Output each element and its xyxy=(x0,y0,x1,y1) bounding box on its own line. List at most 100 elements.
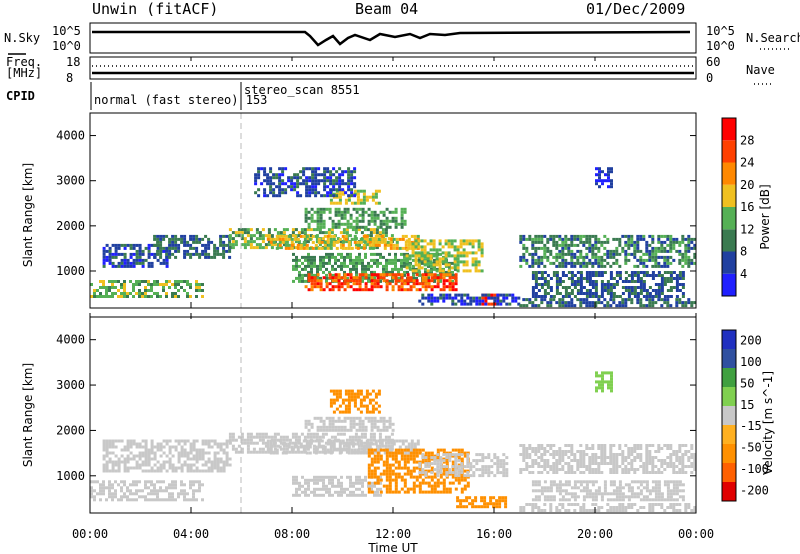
velocity-cell xyxy=(341,410,345,414)
velocity-cell xyxy=(126,445,130,449)
power-cell xyxy=(398,246,402,250)
power-cell xyxy=(582,258,586,262)
velocity-cell xyxy=(354,435,358,439)
velocity-cell xyxy=(231,435,235,439)
velocity-cell xyxy=(367,472,371,476)
velocity-cell xyxy=(564,444,568,447)
power-cell xyxy=(284,167,288,171)
velocity-cell xyxy=(466,453,470,457)
velocity-cell xyxy=(302,439,306,443)
velocity-cell xyxy=(430,487,434,491)
velocity-cell xyxy=(412,475,416,479)
power-cell xyxy=(310,288,314,292)
power-cell xyxy=(534,249,538,253)
power-cell xyxy=(311,182,315,186)
velocity-cell xyxy=(585,468,589,471)
power-cell xyxy=(316,213,320,217)
power-cell xyxy=(111,261,115,265)
power-cell xyxy=(195,237,199,241)
power-cell xyxy=(598,185,601,189)
power-cell xyxy=(642,234,646,238)
power-cell xyxy=(403,207,407,211)
power-cell xyxy=(633,274,637,277)
velocity-cell xyxy=(120,486,123,490)
velocity-cell xyxy=(609,468,613,471)
power-cell xyxy=(297,234,301,238)
velocity-cell xyxy=(382,484,386,488)
velocity-cell xyxy=(102,457,106,461)
power-cell xyxy=(597,249,601,253)
power-cell xyxy=(319,267,322,271)
velocity-cell xyxy=(331,481,334,485)
power-cell xyxy=(345,228,349,232)
power-cell xyxy=(366,240,370,244)
power-cell xyxy=(313,255,316,259)
power-cell xyxy=(183,243,187,247)
power-cell xyxy=(630,280,634,283)
velocity-cell xyxy=(358,425,362,429)
power-cell xyxy=(669,271,673,274)
power-cell xyxy=(561,252,565,256)
velocity-cell xyxy=(663,462,667,465)
power-cell xyxy=(403,264,406,268)
velocity-cell xyxy=(439,468,443,472)
power-cell xyxy=(403,270,406,274)
velocity-cell xyxy=(144,442,148,446)
velocity-cell xyxy=(433,462,437,466)
velocity-cell xyxy=(150,498,153,502)
power-cell xyxy=(606,252,610,256)
velocity-cell xyxy=(129,439,133,443)
power-cell xyxy=(627,295,631,298)
velocity-cell xyxy=(588,462,592,465)
power-cell xyxy=(198,283,201,286)
power-cell xyxy=(189,237,193,241)
velocity-cell xyxy=(168,463,172,467)
velocity-cell xyxy=(609,450,613,453)
power-cell xyxy=(317,240,321,244)
power-cell xyxy=(429,257,433,261)
velocity-cell xyxy=(117,460,121,464)
power-cell xyxy=(353,182,357,186)
velocity-cell xyxy=(543,486,547,490)
power-cell xyxy=(424,296,428,300)
power-cell xyxy=(281,170,285,174)
velocity-cell xyxy=(651,444,655,447)
power-cell xyxy=(279,231,283,235)
power-cell xyxy=(141,261,145,265)
power-cell xyxy=(316,267,319,271)
power-cell xyxy=(108,258,112,262)
velocity-cell xyxy=(498,505,502,509)
power-cell xyxy=(639,258,643,262)
velocity-cell xyxy=(269,451,273,455)
power-cell xyxy=(177,289,180,292)
power-cell xyxy=(666,261,670,265)
power-cell xyxy=(326,237,330,241)
power-cell xyxy=(657,274,661,277)
power-cell xyxy=(409,276,413,280)
power-cell xyxy=(630,277,634,280)
power-cell xyxy=(651,249,655,253)
velocity-cell xyxy=(328,475,331,479)
velocity-cell xyxy=(331,493,334,497)
power-cell xyxy=(459,251,463,255)
power-cell xyxy=(466,296,470,300)
power-cell xyxy=(352,207,356,211)
velocity-cell xyxy=(183,483,186,487)
power-cell xyxy=(141,258,145,262)
velocity-cell xyxy=(304,422,308,426)
power-cell xyxy=(102,246,106,250)
power-cell xyxy=(534,277,538,280)
power-cell xyxy=(317,167,321,171)
velocity-cell xyxy=(261,432,265,436)
velocity-cell xyxy=(302,448,306,452)
velocity-cell xyxy=(362,445,366,449)
velocity-cell xyxy=(258,435,262,439)
power-cell xyxy=(162,246,166,250)
velocity-cell xyxy=(552,444,556,447)
velocity-cell xyxy=(297,435,301,439)
velocity-cell xyxy=(138,463,142,467)
power-cell xyxy=(511,299,515,303)
power-cell xyxy=(654,301,658,305)
power-cell xyxy=(585,280,589,283)
power-cell xyxy=(693,246,697,250)
